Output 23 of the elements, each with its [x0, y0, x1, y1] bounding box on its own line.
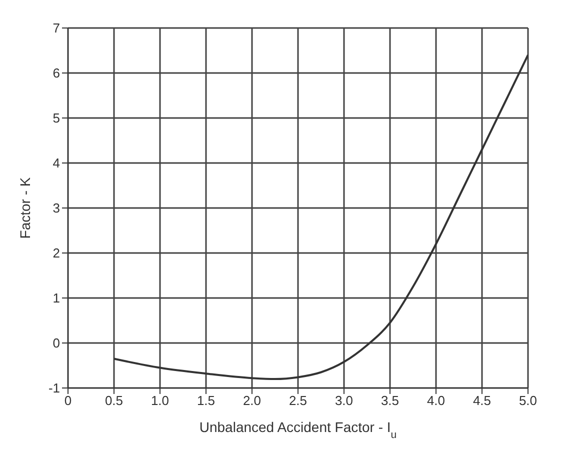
x-tick-label: 0 — [64, 393, 72, 408]
y-tick-label: 5 — [52, 110, 60, 126]
x-tick-label: 1.5 — [196, 393, 216, 408]
y-tick-label: 7 — [52, 20, 60, 36]
x-tick-label: 2.5 — [288, 393, 308, 408]
y-tick-label: 3 — [52, 200, 60, 216]
x-tick-label: 4.0 — [426, 393, 446, 408]
x-tick-label: 0.5 — [104, 393, 124, 408]
x-tick-label: 2.0 — [242, 393, 262, 408]
x-tick-label: 4.5 — [472, 393, 492, 408]
y-tick-label: -1 — [48, 380, 60, 396]
y-tick-label: 0 — [52, 336, 60, 351]
x-tick-label: 5.0 — [518, 393, 538, 408]
y-axis-title: Factor - K — [17, 176, 33, 239]
line-series — [113, 54, 528, 380]
x-tick-label: 1.0 — [150, 393, 170, 408]
y-tick-label: 4 — [52, 156, 60, 171]
y-tick-label: 1 — [52, 290, 60, 306]
y-tick-label: 2 — [52, 246, 60, 261]
x-tick-label: 3.5 — [380, 393, 400, 408]
x-axis-title: Unbalanced Accident Factor - I$_{u}$ — [199, 419, 397, 441]
x-tick-label: 3.0 — [334, 393, 354, 408]
y-tick-label: 6 — [52, 66, 60, 81]
